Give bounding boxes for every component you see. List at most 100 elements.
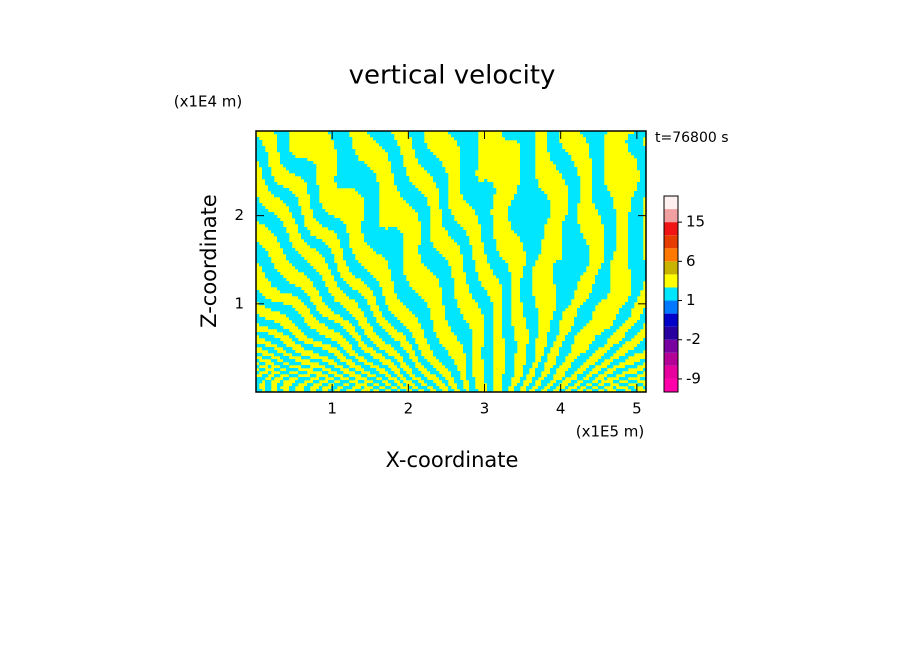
field-cell xyxy=(301,158,305,162)
field-cell xyxy=(559,380,563,384)
field-cell xyxy=(265,269,269,273)
field-cell xyxy=(427,326,431,330)
field-cell xyxy=(475,272,479,276)
field-cell xyxy=(565,233,569,237)
field-cell xyxy=(394,263,398,267)
field-cell xyxy=(634,281,638,285)
field-cell xyxy=(562,377,566,381)
field-cell xyxy=(469,380,473,384)
field-cell xyxy=(466,323,470,327)
field-cell xyxy=(598,299,602,303)
field-cell xyxy=(373,182,377,186)
field-cell xyxy=(601,194,605,198)
field-cell xyxy=(463,347,467,351)
field-cell xyxy=(352,344,356,348)
field-cell xyxy=(574,173,578,177)
field-cell xyxy=(490,233,494,237)
field-cell xyxy=(523,239,527,243)
field-cell xyxy=(448,233,452,237)
field-cell xyxy=(592,302,596,306)
field-cell xyxy=(532,164,536,168)
field-cell xyxy=(589,296,593,300)
field-cell xyxy=(571,329,575,333)
field-cell xyxy=(349,320,353,324)
field-cell xyxy=(523,281,527,285)
field-cell xyxy=(511,206,515,210)
field-cell xyxy=(364,188,368,192)
field-cell xyxy=(634,251,638,255)
field-cell xyxy=(271,305,275,309)
field-cell xyxy=(343,257,347,261)
field-cell xyxy=(355,320,359,324)
field-cell xyxy=(634,143,638,147)
field-cell xyxy=(277,194,281,198)
field-cell xyxy=(460,338,464,342)
field-cell xyxy=(520,167,524,171)
field-cell xyxy=(289,200,293,204)
field-cell xyxy=(520,161,524,165)
field-cell xyxy=(583,134,587,138)
field-cell xyxy=(334,224,338,228)
field-cell xyxy=(493,266,497,270)
field-cell xyxy=(367,215,371,219)
field-cell xyxy=(571,278,575,282)
field-cell xyxy=(397,263,401,267)
y-unit: (x1E4 m) xyxy=(174,93,243,111)
field-cell xyxy=(469,332,473,336)
field-cell xyxy=(535,209,539,213)
field-cell xyxy=(577,233,581,237)
field-cell xyxy=(547,203,551,207)
field-cell xyxy=(442,221,446,225)
field-cell xyxy=(385,332,389,336)
field-cell xyxy=(280,275,284,279)
field-cell xyxy=(451,323,455,327)
field-cell xyxy=(262,263,266,267)
field-cell xyxy=(502,380,506,384)
field-cell xyxy=(604,194,608,198)
field-cell xyxy=(514,224,518,228)
field-cell xyxy=(556,308,560,312)
field-cell xyxy=(592,350,596,354)
field-cell xyxy=(391,254,395,258)
field-cell xyxy=(400,293,404,297)
field-cell xyxy=(550,131,554,135)
field-cell xyxy=(547,200,551,204)
field-cell xyxy=(631,248,635,252)
field-cell xyxy=(565,347,569,351)
field-cell xyxy=(379,290,383,294)
field-cell xyxy=(289,191,293,195)
field-cell xyxy=(439,353,443,357)
field-cell xyxy=(283,359,287,363)
field-cell xyxy=(397,254,401,258)
field-cell xyxy=(322,224,326,228)
field-cell xyxy=(280,155,284,159)
field-cell xyxy=(481,206,485,210)
field-cell xyxy=(442,347,446,351)
field-cell xyxy=(271,212,275,216)
field-cell xyxy=(565,281,569,285)
field-cell xyxy=(469,167,473,171)
field-cell xyxy=(418,383,422,387)
field-cell xyxy=(421,224,425,228)
field-cell xyxy=(346,140,350,144)
field-cell xyxy=(322,242,326,246)
field-cell xyxy=(634,260,638,264)
field-cell xyxy=(526,272,530,276)
field-cell xyxy=(307,167,311,171)
field-cell xyxy=(598,272,602,276)
field-cell xyxy=(526,221,530,225)
field-cell xyxy=(286,155,290,159)
field-cell xyxy=(292,320,296,324)
field-cell xyxy=(427,158,431,162)
field-cell xyxy=(364,365,368,369)
field-cell xyxy=(586,353,590,357)
field-cell xyxy=(562,260,566,264)
field-cell xyxy=(295,314,299,318)
field-cell xyxy=(391,278,395,282)
field-cell xyxy=(586,386,590,390)
field-cell xyxy=(319,251,323,255)
field-cell xyxy=(313,305,317,309)
field-cell xyxy=(265,251,269,255)
field-cell xyxy=(490,341,494,345)
field-cell xyxy=(316,218,320,222)
